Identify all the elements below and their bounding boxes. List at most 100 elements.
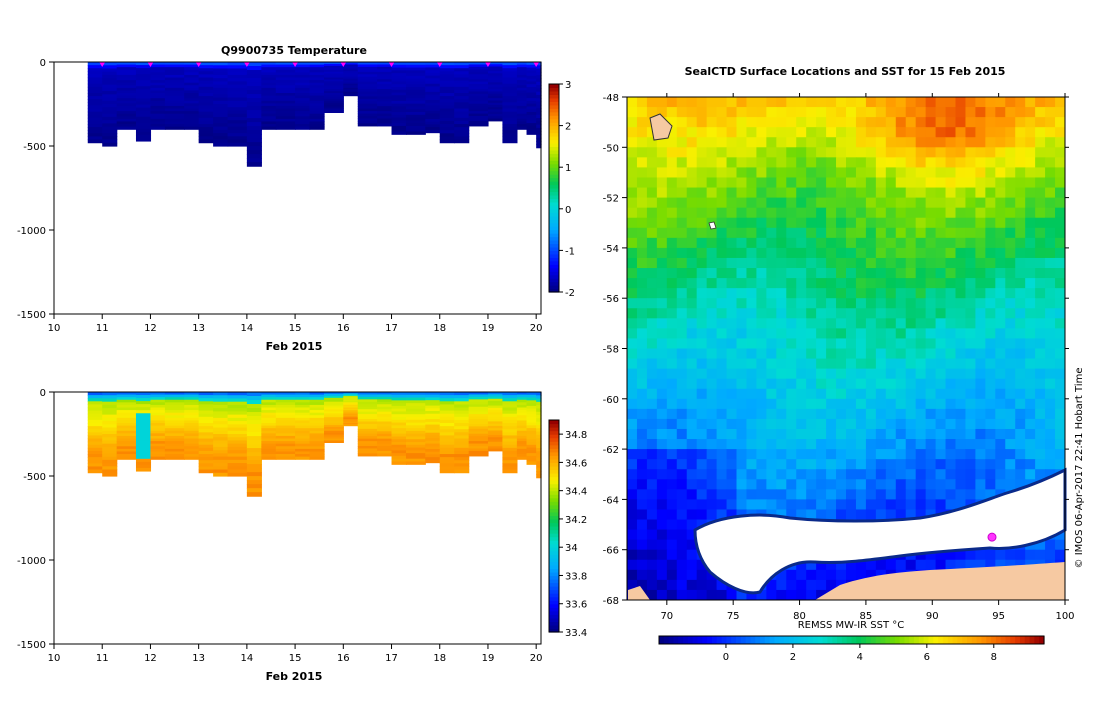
salinity-cell (516, 423, 528, 427)
sst-cell (646, 388, 658, 400)
salinity-cell (295, 420, 311, 424)
colorbar-swatch (549, 473, 559, 478)
sst-cell (965, 247, 976, 259)
sst-cell (627, 439, 638, 450)
sst-cell (905, 338, 917, 349)
temperature-cell (275, 74, 296, 79)
sst-cell (736, 247, 747, 259)
temperature-cell (309, 93, 325, 97)
sst-cell (855, 559, 867, 571)
salinity-cell (391, 430, 407, 435)
salinity-cell (150, 410, 166, 414)
colorbar-swatch (549, 529, 559, 534)
temperature-cell (439, 74, 455, 79)
sst-cell (1035, 539, 1046, 551)
colorbar-swatch (880, 636, 886, 644)
salinity-cell (261, 456, 277, 460)
sst-cell (1035, 157, 1046, 168)
sst-cell (756, 338, 767, 349)
sst-cell (1045, 247, 1056, 259)
salinity-cell (343, 416, 359, 419)
salinity-cell (343, 392, 359, 394)
sst-cell (666, 308, 678, 319)
temperature-cell (261, 111, 277, 115)
sst-cell (816, 207, 827, 219)
colorbar-swatch (1029, 636, 1035, 644)
salinity-cell (135, 398, 152, 402)
sst-cell (945, 288, 956, 299)
salinity-cell (184, 441, 200, 445)
sst-cell (885, 559, 897, 571)
sst-cell (955, 217, 966, 229)
sst-cell (965, 559, 976, 571)
sst-cell (736, 278, 747, 289)
temperature-cell (135, 65, 152, 69)
temperature-cell (405, 117, 426, 121)
sst-cell (656, 479, 668, 490)
salinity-cell (102, 414, 118, 419)
temperature-cell (227, 110, 248, 115)
sst-cell (955, 278, 966, 289)
temperature-cell (526, 67, 537, 71)
colorbar-swatch (549, 205, 559, 210)
temperature-cell (116, 124, 137, 128)
temperature-cell (261, 95, 277, 99)
sst-cell (816, 197, 827, 209)
temperature-cell (516, 72, 528, 76)
sst-cell (965, 268, 976, 279)
sst-cell (656, 308, 668, 319)
sst-cell (865, 328, 877, 339)
sst-cell (716, 449, 728, 460)
sst-cell (676, 439, 688, 450)
salinity-cell (454, 457, 470, 461)
sst-cell (965, 358, 976, 370)
sst-cell (995, 428, 1006, 440)
sst-cell (746, 217, 757, 229)
temperature-cell (516, 67, 528, 71)
salinity-cell (164, 402, 185, 406)
colorbar-swatch (745, 636, 752, 644)
salinity-cell (439, 432, 455, 437)
sst-cell (726, 257, 737, 269)
sst-cell (686, 298, 698, 309)
salinity-cell (102, 456, 118, 461)
temperature-cell (425, 99, 441, 104)
salinity-cell (468, 450, 489, 454)
sst-cell (945, 439, 956, 450)
land-mass-west (628, 586, 650, 600)
colorbar-swatch (549, 596, 559, 601)
sst-cell (646, 278, 658, 289)
temperature-cell (227, 87, 248, 92)
colorbar-swatch (687, 636, 694, 644)
sst-cell (726, 237, 737, 249)
colorbar-swatch (549, 511, 559, 516)
sst-cell (1055, 338, 1066, 349)
sst-cell (975, 227, 986, 239)
salinity-cell (487, 398, 504, 402)
sst-cell (965, 207, 976, 219)
salinity-cell (87, 469, 103, 474)
sst-cell (716, 479, 728, 490)
sst-cell (925, 278, 937, 289)
temperature-cell (246, 66, 262, 71)
temperature-panel: Q9900735 Temperature 10 11 12 13 14 15 16 17 18 1… (17, 44, 575, 353)
sst-cell (935, 257, 947, 269)
temperature-cell (135, 71, 152, 75)
temperature-cell (405, 114, 426, 119)
sst-cell (736, 408, 747, 420)
sst-cell (736, 328, 747, 339)
sst-cell (975, 469, 986, 480)
sst-cell (905, 197, 917, 209)
salinity-cell (309, 397, 325, 401)
temperature-cell (213, 136, 229, 141)
sst-cell (666, 318, 678, 329)
sst-cell (915, 187, 927, 199)
salinity-cell (275, 423, 296, 427)
temperature-cell (526, 131, 537, 135)
temperature-cell (526, 109, 537, 113)
salinity-cell (164, 392, 185, 396)
sst-cell (796, 398, 807, 410)
temperature-cell (227, 126, 248, 131)
sst-cell (826, 469, 837, 480)
sst-cell (836, 127, 847, 138)
